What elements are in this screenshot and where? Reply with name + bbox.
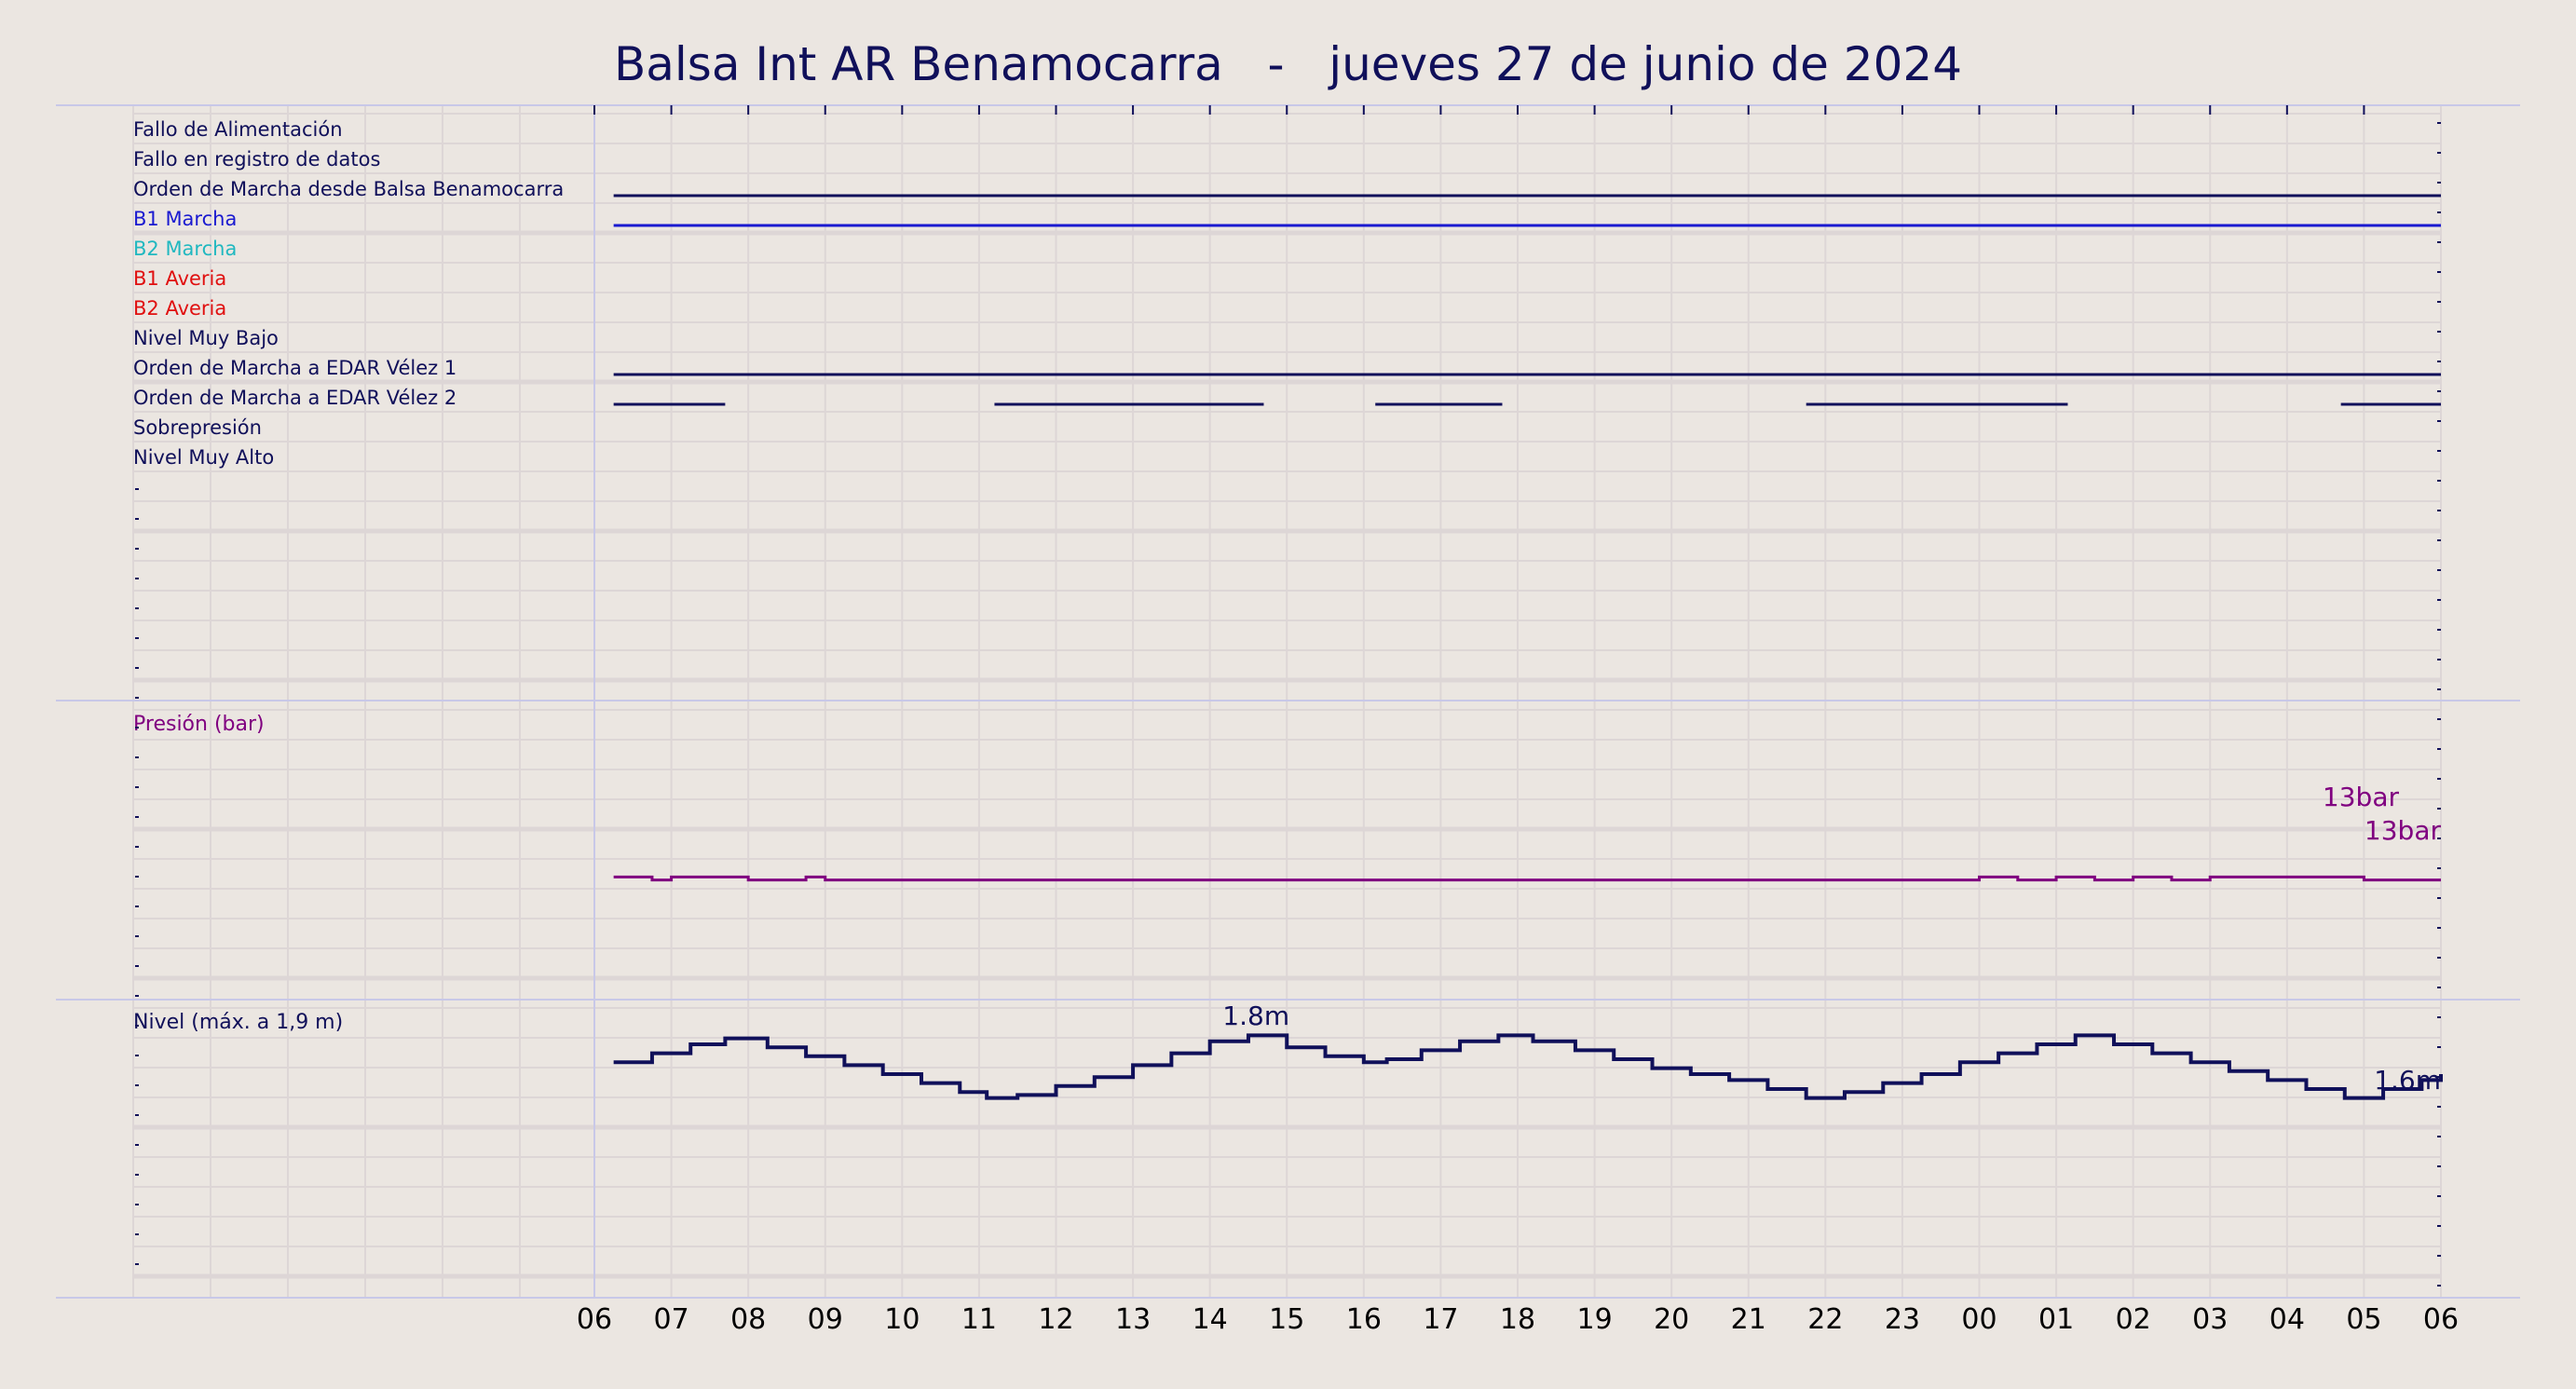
x-tick-label: 01 <box>2038 1303 2074 1336</box>
level-annotation: 1.6m <box>2374 1065 2441 1096</box>
x-tick-label: 10 <box>884 1303 920 1336</box>
channel-label: Nivel Muy Alto <box>133 446 274 469</box>
x-tick-label: 08 <box>730 1303 766 1336</box>
x-tick-label: 15 <box>1269 1303 1304 1336</box>
x-tick-label: 19 <box>1576 1303 1612 1336</box>
channel-label: B1 Marcha <box>133 208 237 230</box>
pressure-annotation: 13bar <box>2323 782 2400 812</box>
level-series <box>613 1033 2443 1100</box>
x-tick-label: 14 <box>1193 1303 1228 1336</box>
x-tick-label: 18 <box>1500 1303 1535 1336</box>
x-tick-label: 11 <box>961 1303 997 1336</box>
pressure-annotation: 13bar <box>2365 815 2442 846</box>
x-tick-label: 00 <box>1961 1303 1997 1336</box>
channel-label: B2 Marcha <box>133 238 237 260</box>
pressure-label: Presión (bar) <box>133 713 265 736</box>
level-label: Nivel (máx. a 1,9 m) <box>133 1011 343 1034</box>
x-tick-label: 12 <box>1038 1303 1073 1336</box>
x-tick-label: 16 <box>1346 1303 1382 1336</box>
x-tick-label: 02 <box>2116 1303 2151 1336</box>
x-tick-label: 17 <box>1423 1303 1458 1336</box>
channel-label: Fallo de Alimentación <box>133 118 343 141</box>
x-tick-label: 22 <box>1807 1303 1843 1336</box>
x-tick-label: 07 <box>653 1303 688 1336</box>
channel-label: Orden de Marcha a EDAR Vélez 2 <box>133 387 457 409</box>
x-tick-label: 20 <box>1654 1303 1689 1336</box>
channel-label: Sobrepresión <box>133 416 262 439</box>
x-tick-label: 06 <box>2423 1303 2459 1336</box>
channel-labels: Fallo de Alimentación Fallo en registro d… <box>133 118 564 1034</box>
grid-layer <box>56 104 2520 1299</box>
x-tick-label: 13 <box>1115 1303 1151 1336</box>
x-tick-label: 06 <box>577 1303 612 1336</box>
x-axis: 06 07 08 09 10 11 12 13 14 15 16 17 18 19 20 21 22 23 00 01… <box>135 105 2459 1336</box>
chart-title: Balsa Int AR Benamocarra - jueves 27 de … <box>613 37 1963 91</box>
x-tick-label: 23 <box>1885 1303 1920 1336</box>
x-tick-label: 21 <box>1731 1303 1766 1336</box>
level-annotation: 1.8m <box>1222 1001 1289 1031</box>
channel-label: Fallo en registro de datos <box>133 148 380 170</box>
x-tick-label: 09 <box>808 1303 843 1336</box>
pressure-series <box>613 875 2441 882</box>
channel-label: B1 Averia <box>133 267 226 290</box>
x-tick-label: 04 <box>2269 1303 2305 1336</box>
channel-label: Orden de Marcha desde Balsa Benamocarra <box>133 178 564 200</box>
channel-label: Nivel Muy Bajo <box>133 327 279 349</box>
channel-label: B2 Averia <box>133 297 226 320</box>
channel-label: Orden de Marcha a EDAR Vélez 1 <box>133 357 457 379</box>
x-tick-label: 05 <box>2346 1303 2381 1336</box>
x-tick-label: 03 <box>2192 1303 2228 1336</box>
